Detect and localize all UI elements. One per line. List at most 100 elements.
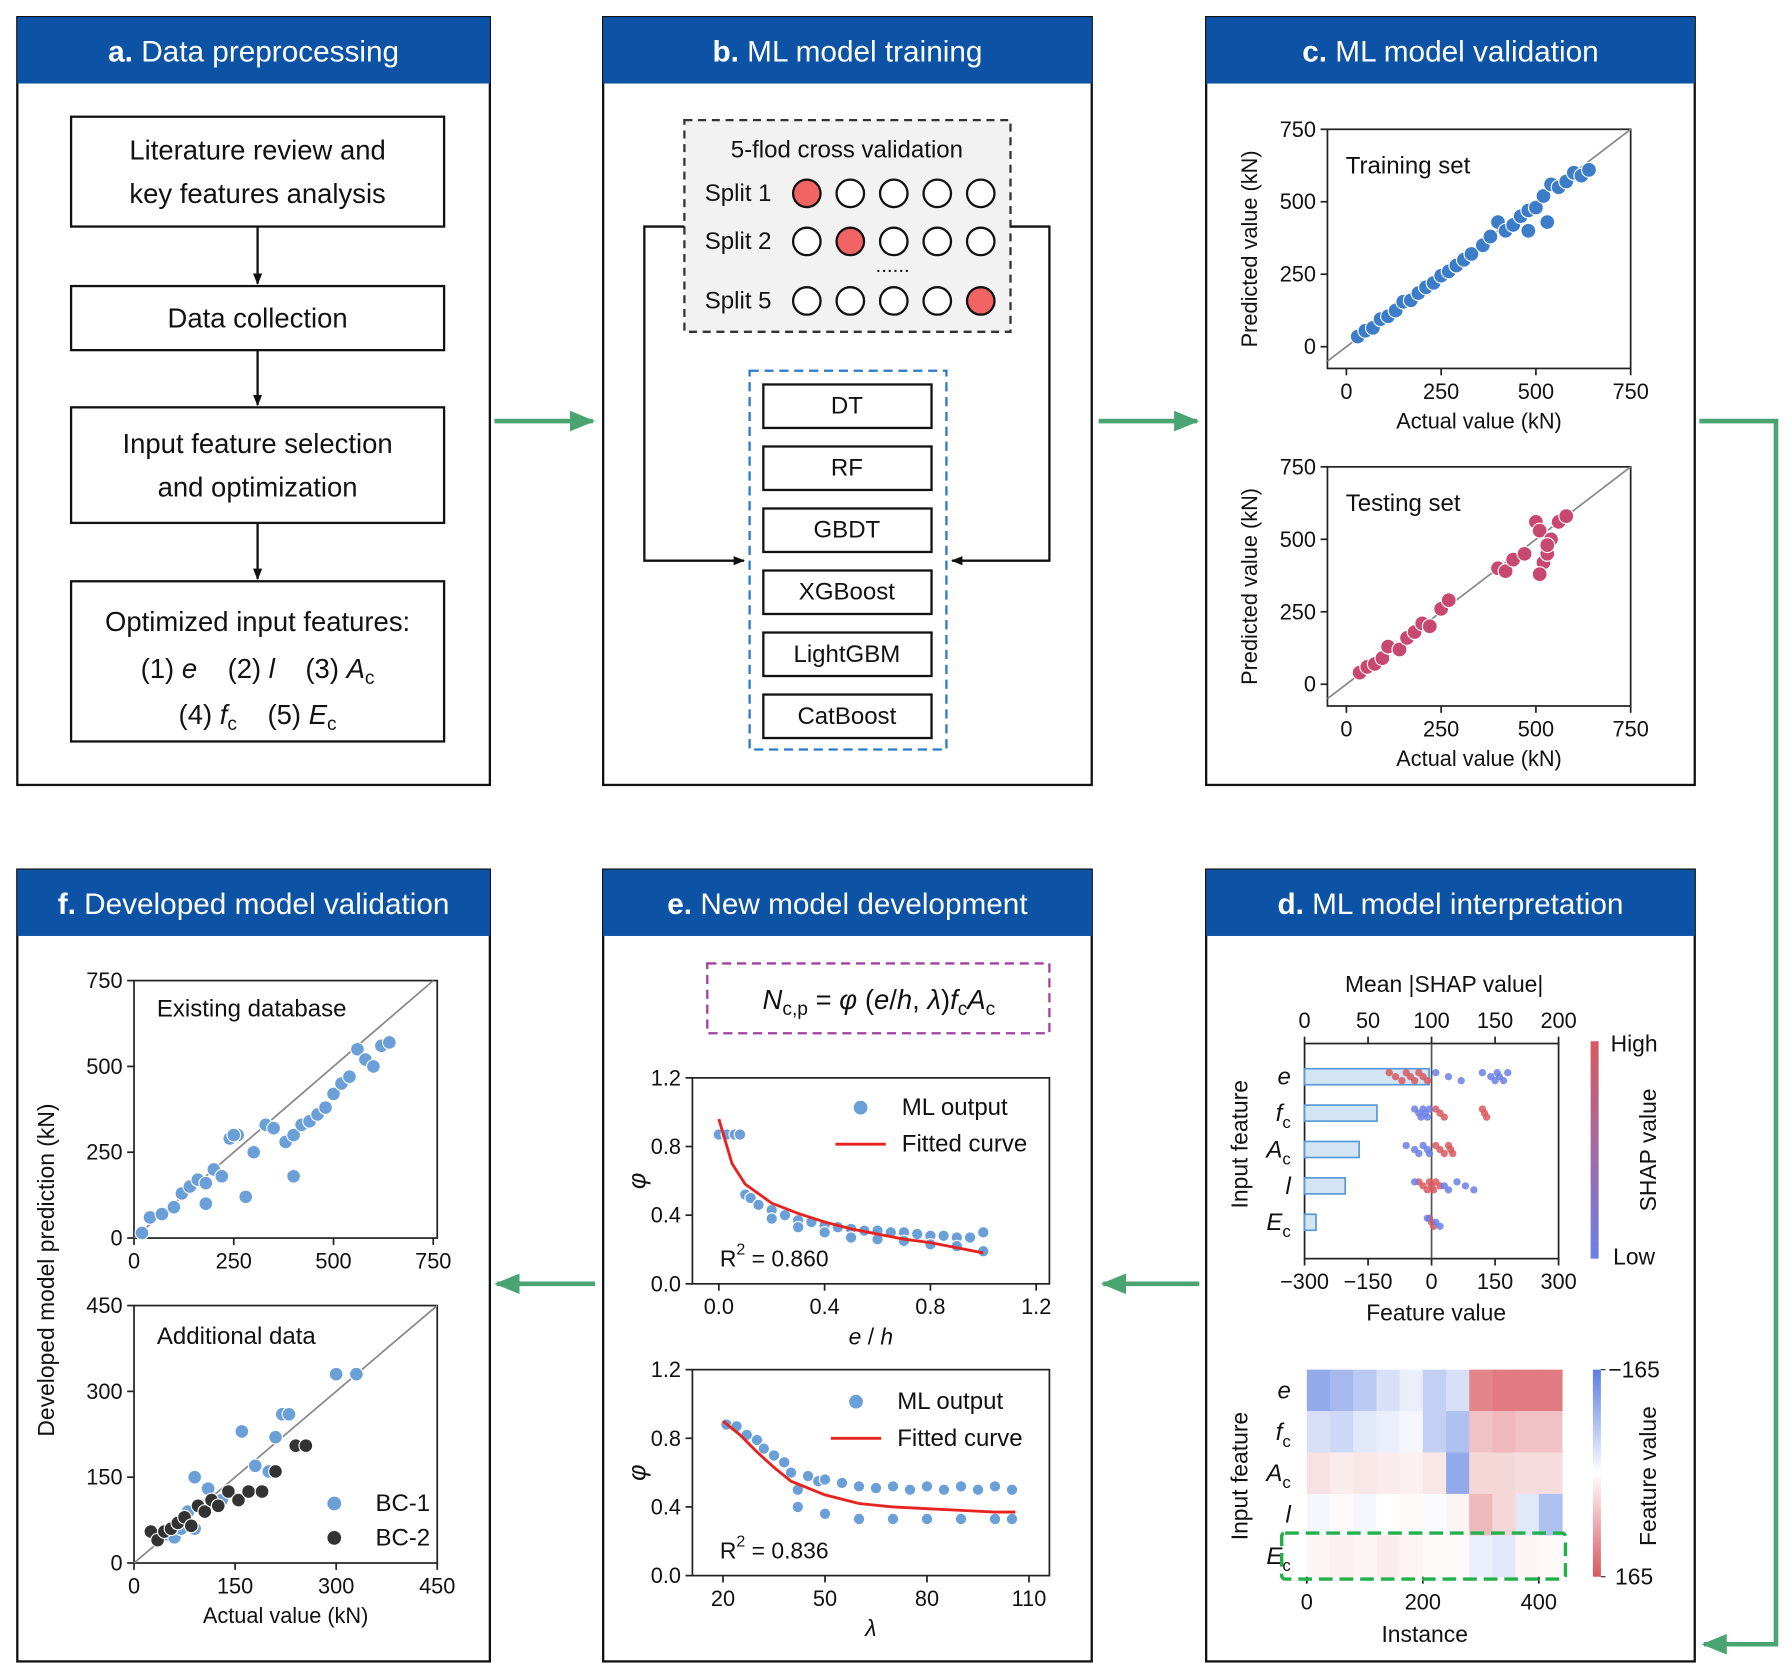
step-text: and optimization: [158, 471, 358, 502]
top-tick-label: 50: [1356, 1008, 1380, 1033]
point: [818, 1473, 832, 1486]
x-tick-label: 20: [711, 1586, 735, 1611]
text-part: f: [950, 983, 960, 1014]
point: [767, 1449, 781, 1462]
colorbar-title: Feature value: [1635, 1406, 1661, 1546]
legend-label: BC-1: [375, 1490, 430, 1517]
heat-cell: [1399, 1452, 1424, 1495]
point: [214, 1168, 230, 1184]
text-part: (3): [275, 653, 347, 684]
text-part: 2: [736, 1242, 745, 1259]
x-tick-label: 200: [1405, 1589, 1441, 1614]
fold: [922, 286, 953, 316]
text-part: (1): [141, 653, 182, 684]
top-tick-label: 150: [1477, 1008, 1513, 1033]
point: [1497, 563, 1514, 580]
panel-name: ML model validation: [1335, 35, 1598, 68]
top-tick-label: 0: [1299, 1008, 1311, 1033]
y-tick-label: 500: [86, 1054, 122, 1079]
legend-label: ML output: [902, 1094, 1008, 1121]
y-tick-label: 0.4: [651, 1494, 681, 1519]
split-label: Split 1: [705, 180, 772, 207]
model-box: [762, 507, 933, 554]
step-box: [69, 284, 446, 352]
text-part: l: [269, 653, 276, 684]
panel-header: [17, 869, 490, 936]
shap-point: [1461, 1182, 1470, 1190]
text-part: A: [1264, 1136, 1282, 1163]
heat-cell: [1330, 1452, 1354, 1495]
panel-letter: d.: [1277, 887, 1303, 920]
point: [365, 1058, 381, 1074]
bottom-axis-label: Feature value: [1366, 1299, 1506, 1325]
heat-cell: [1492, 1411, 1517, 1454]
chart-title: Existing database: [157, 996, 347, 1023]
point: [886, 1480, 900, 1493]
colorbar-low: Low: [1613, 1243, 1655, 1269]
panel-header: [1206, 17, 1695, 84]
point: [234, 1423, 250, 1439]
x-tick-label: 250: [1423, 716, 1459, 741]
point: [1463, 245, 1480, 262]
shap-point: [1410, 1077, 1419, 1085]
r-squared: R2 = 0.836: [720, 1533, 829, 1563]
heat-cell: [1469, 1535, 1493, 1578]
point: [226, 1127, 242, 1143]
text-part: R: [720, 1537, 737, 1563]
point: [791, 1220, 805, 1234]
point: [750, 1433, 764, 1447]
model-name: LightGBM: [793, 641, 900, 668]
x-tick-label: 1.2: [1021, 1294, 1051, 1319]
model-name: RF: [831, 455, 863, 482]
text-part: A: [1264, 1460, 1282, 1487]
x-tick-label: 0: [128, 1573, 140, 1598]
panel-letter: c.: [1302, 35, 1327, 68]
panel-title: e. New model development: [667, 887, 1028, 920]
heat-cell: [1306, 1493, 1331, 1536]
heat-cell: [1422, 1452, 1447, 1495]
heat-cell: [1306, 1535, 1331, 1578]
panel-space: [76, 887, 84, 920]
colorbar: [1590, 1041, 1599, 1259]
legend-label: BC-2: [375, 1524, 430, 1551]
y-axis-label: Predicted value (kN): [1237, 488, 1262, 685]
heat-cell: [1492, 1535, 1517, 1578]
colorbar-high: High: [1611, 1031, 1658, 1057]
heat-cell: [1538, 1452, 1563, 1495]
shap-point: [1423, 1214, 1431, 1222]
point: [154, 1206, 170, 1222]
x-axis-label: Instance: [1381, 1621, 1467, 1647]
heat-cell: [1330, 1493, 1354, 1536]
point: [976, 1226, 990, 1239]
point: [1558, 508, 1575, 525]
text-part: /: [861, 1323, 880, 1349]
split-label: Split 5: [705, 287, 772, 314]
shap-point: [1444, 1186, 1453, 1194]
text-part: c: [986, 999, 996, 1020]
text-part: e: [182, 653, 197, 684]
heat-cell: [1376, 1535, 1401, 1578]
text-part: (5): [237, 698, 309, 729]
x-axis-label: Actual value (kN): [1396, 746, 1561, 771]
text-part: (: [857, 983, 874, 1014]
point: [886, 1512, 900, 1526]
panel-space: [133, 35, 141, 68]
panel-header: [603, 17, 1092, 84]
point: [198, 1196, 214, 1212]
y-tick-label: 0.8: [651, 1134, 681, 1159]
y-tick-label: 0.4: [651, 1203, 681, 1228]
feature-line: (4) fc (5) Ec: [179, 698, 337, 734]
text-part: /: [889, 983, 897, 1014]
text-part: ,: [912, 983, 927, 1014]
bottom-tick-label: 0: [1426, 1269, 1438, 1294]
model-name: DT: [831, 393, 863, 420]
text-part: E: [1266, 1209, 1283, 1236]
shap-point: [1453, 1178, 1461, 1186]
heat-cell: [1446, 1411, 1470, 1454]
y-tick-label: 300: [86, 1379, 122, 1404]
point: [988, 1480, 1002, 1493]
legend-marker: [327, 1496, 342, 1511]
heat-cell: [1446, 1535, 1470, 1578]
step-text: Data collection: [168, 303, 348, 334]
heat-cell: [1469, 1411, 1493, 1454]
